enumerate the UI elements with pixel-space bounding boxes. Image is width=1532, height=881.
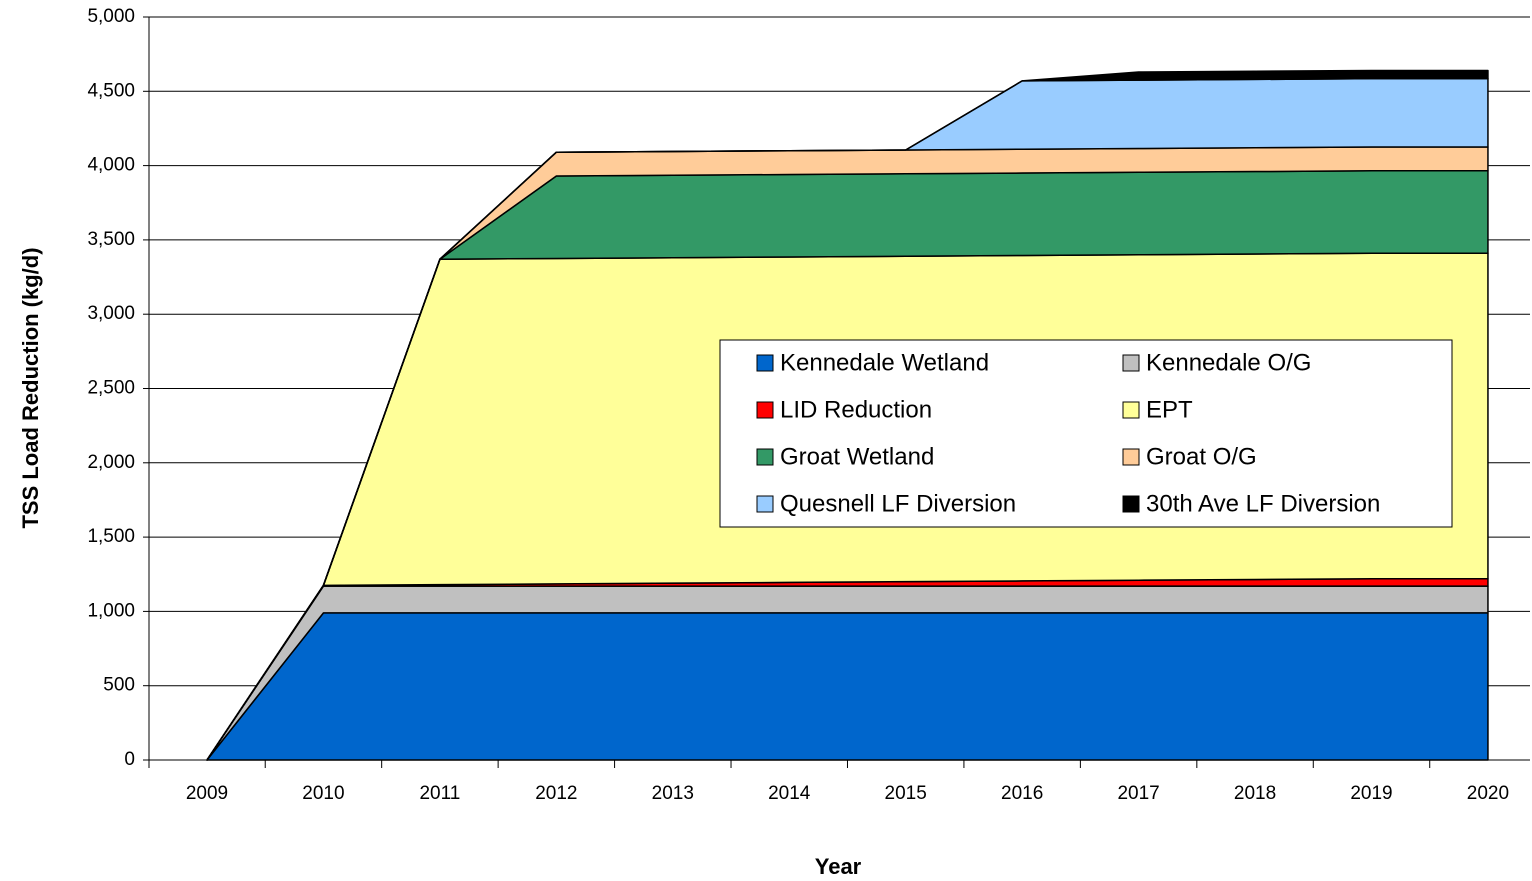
y-tick-label: 500 <box>103 675 135 696</box>
y-tick-label: 5,000 <box>87 6 135 27</box>
x-tick-label: 2009 <box>186 783 228 804</box>
x-tick-label: 2012 <box>535 783 577 804</box>
x-tick-label: 2013 <box>652 783 694 804</box>
legend-label: Kennedale O/G <box>1146 349 1311 376</box>
y-tick-label: 1,000 <box>87 600 135 621</box>
y-axis-title: TSS Load Reduction (kg/d) <box>18 247 43 528</box>
legend-swatch <box>756 448 774 466</box>
legend-box <box>719 339 1453 528</box>
legend-label: Quesnell LF Diversion <box>780 490 1016 517</box>
legend-label: LID Reduction <box>780 396 932 423</box>
area <box>206 612 1489 761</box>
x-tick-label: 2014 <box>768 783 811 804</box>
y-tick-label: 3,000 <box>87 303 135 324</box>
x-tick-label: 2017 <box>1117 783 1159 804</box>
legend-label: EPT <box>1146 396 1193 423</box>
x-axis-title: Year <box>815 854 862 879</box>
legend-swatch <box>1122 448 1140 466</box>
y-tick-label: 2,500 <box>87 378 135 399</box>
legend-swatch <box>1122 354 1140 372</box>
y-tick-label: 4,000 <box>87 155 135 176</box>
x-tick-label: 2018 <box>1234 783 1276 804</box>
legend-label: Groat O/G <box>1146 443 1257 470</box>
legend-swatch <box>756 354 774 372</box>
y-tick-label: 1,500 <box>87 526 135 547</box>
legend-label: Kennedale Wetland <box>780 349 989 376</box>
legend-swatch <box>1122 495 1140 513</box>
x-tick-label: 2016 <box>1001 783 1043 804</box>
area <box>206 69 1489 761</box>
x-tick-label: 2015 <box>885 783 927 804</box>
x-tick-label: 2010 <box>302 783 344 804</box>
legend-swatch <box>756 495 774 513</box>
legend: Kennedale Wetland Kennedale O/G LID Reduct… <box>719 339 1453 528</box>
legend-label: Groat Wetland <box>780 443 934 470</box>
y-tick-label: 2,000 <box>87 452 135 473</box>
legend-label: 30th Ave LF Diversion <box>1146 490 1380 517</box>
y-tick-label: 3,500 <box>87 229 135 250</box>
x-tick-label: 2020 <box>1467 783 1509 804</box>
y-tick-label: 0 <box>124 749 135 770</box>
legend-swatch <box>1122 401 1140 419</box>
y-tick-label: 4,500 <box>87 80 135 101</box>
x-tick-label: 2019 <box>1350 783 1392 804</box>
x-tick-label: 2011 <box>419 783 460 804</box>
legend-swatch <box>756 401 774 419</box>
